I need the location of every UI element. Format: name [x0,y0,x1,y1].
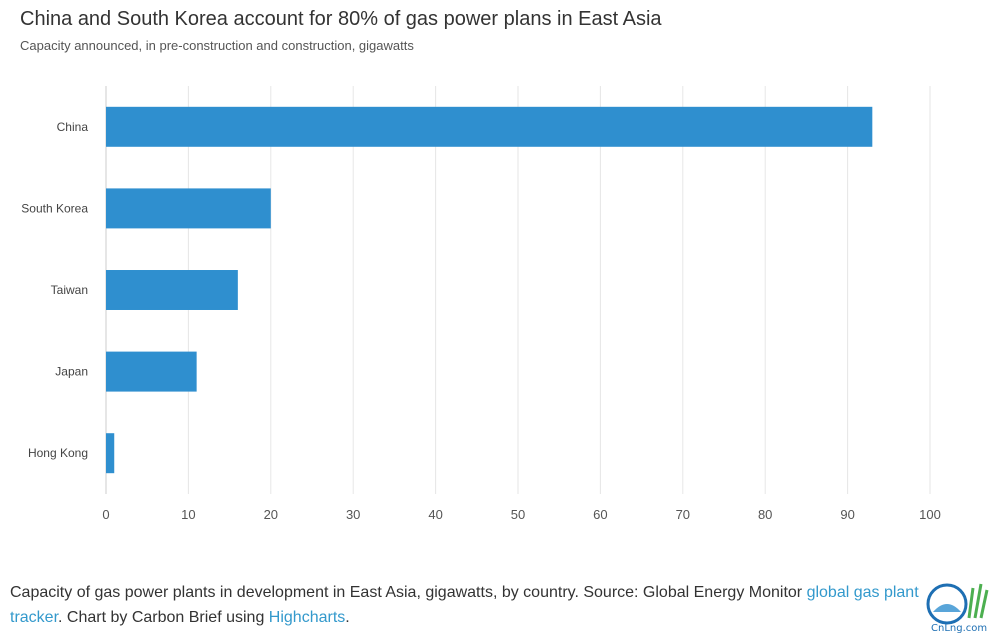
category-label: Taiwan [51,283,88,297]
bar-south-korea[interactable] [106,188,271,229]
gas-plant-tracker-link[interactable]: global gas plant tracker [10,584,919,626]
bar-japan[interactable] [106,351,197,392]
x-tick-label: 20 [264,507,278,522]
highcharts-link[interactable]: Highcharts [268,609,346,626]
x-tick-label: 100 [919,507,941,522]
x-tick-label: 0 [102,507,109,522]
x-tick-label: 50 [511,507,525,522]
cnlng-logo: CnLng.com [926,583,989,634]
category-label: South Korea [21,201,88,215]
chart-subtitle: Capacity announced, in pre-construction … [20,38,414,53]
caption-text-end: . [345,609,350,626]
bar-taiwan[interactable] [106,270,238,310]
x-tick-label: 40 [428,507,442,522]
gridlines [105,86,931,494]
chart-title: China and South Korea account for 80% of… [20,8,662,30]
bars [106,106,873,474]
x-tick-label: 90 [840,507,854,522]
category-label: Japan [55,365,88,379]
x-tick-label: 80 [758,507,772,522]
category-labels: China South Korea Taiwan Japan Hong Kong [21,120,88,460]
category-label: China [57,120,89,134]
category-label: Hong Kong [28,446,88,460]
x-tick-label: 30 [346,507,360,522]
caption-text: Capacity of gas power plants in developm… [10,584,807,601]
bar-hong-kong[interactable] [106,433,115,474]
x-tick-label: 10 [181,507,195,522]
watermark-text: CnLng.com [931,623,987,634]
x-tick-label: 70 [676,507,690,522]
caption-text-middle: . Chart by Carbon Brief using [58,609,269,626]
bar-china[interactable] [106,106,873,147]
bar-chart: China South Korea Taiwan Japan Hong Kong 0 10… [21,86,941,522]
chart-caption: Capacity of gas power plants in developm… [10,580,970,630]
x-tick-label: 60 [593,507,607,522]
x-tick-labels: 0 10 20 30 40 50 60 70 80 90 100 [102,507,940,522]
